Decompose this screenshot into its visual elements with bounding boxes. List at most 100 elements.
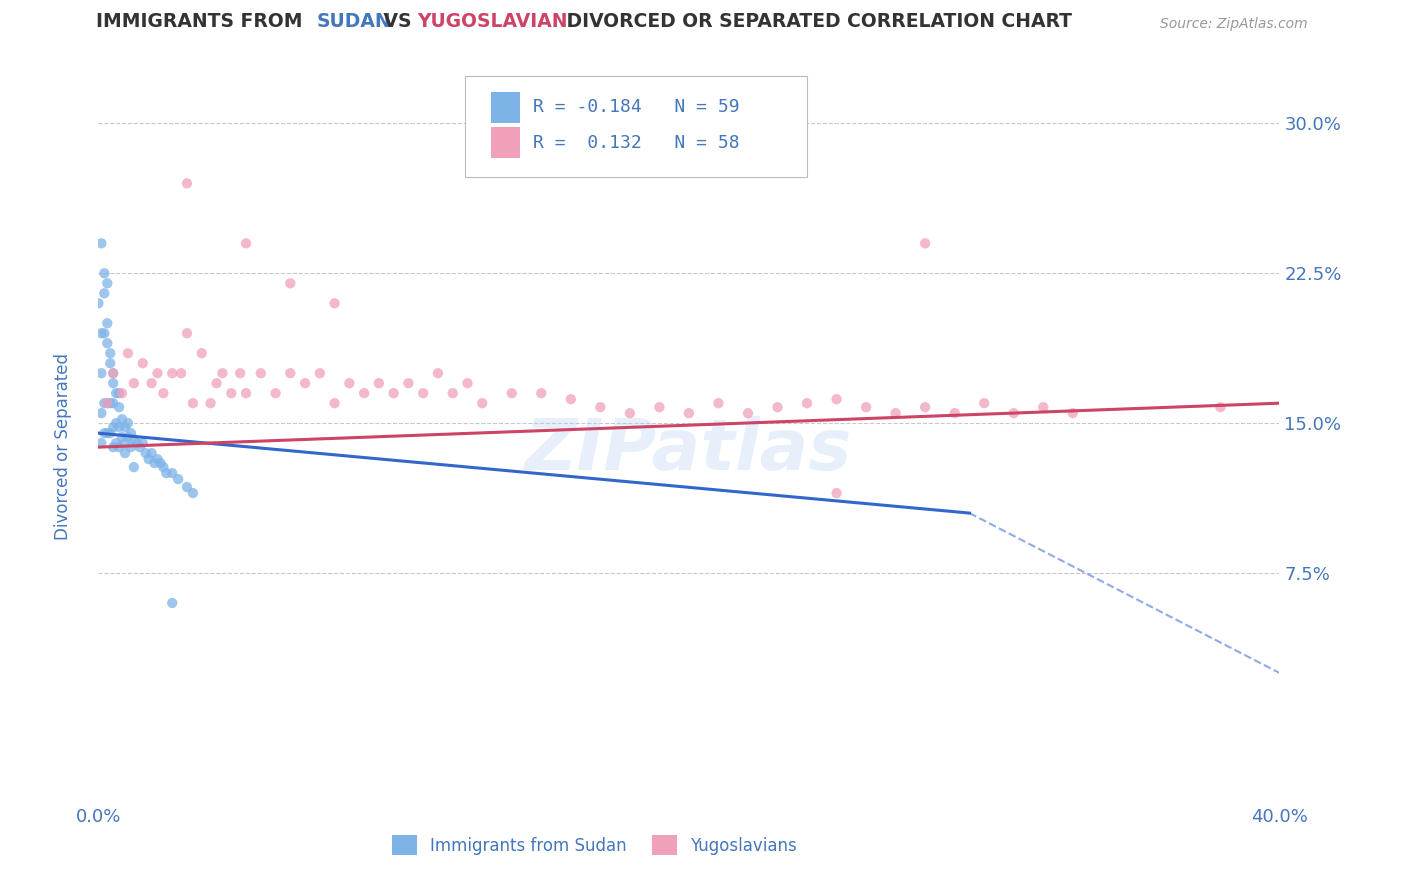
Point [339, 376, 361, 391]
Point [441, 386, 464, 401]
Point [105, 436, 128, 450]
Point [211, 366, 233, 380]
Point [678, 406, 700, 420]
Point [457, 376, 479, 391]
Point [155, 466, 177, 480]
Point [884, 406, 907, 420]
Point [93, 326, 115, 341]
Point [152, 460, 174, 475]
FancyBboxPatch shape [464, 76, 807, 178]
Point [560, 392, 582, 407]
Point [96, 277, 118, 291]
Point [162, 366, 183, 380]
Point [120, 440, 142, 454]
Point [412, 386, 434, 401]
Text: VS: VS [377, 12, 418, 31]
Point [111, 412, 134, 426]
Point [105, 416, 128, 430]
Point [103, 376, 125, 391]
Point [93, 266, 115, 280]
Point [1002, 406, 1025, 420]
Point [973, 396, 995, 410]
Text: DIVORCED OR SEPARATED CORRELATION CHART: DIVORCED OR SEPARATED CORRELATION CHART [560, 12, 1071, 31]
Point [108, 420, 131, 434]
Point [103, 420, 125, 434]
Point [122, 376, 145, 391]
Point [117, 430, 139, 444]
Point [191, 346, 214, 360]
Point [96, 336, 118, 351]
Point [117, 346, 139, 360]
Point [181, 396, 204, 410]
Point [108, 440, 131, 454]
Point [589, 400, 612, 414]
Text: IMMIGRANTS FROM: IMMIGRANTS FROM [96, 12, 308, 31]
Point [427, 366, 450, 380]
Point [90, 436, 112, 450]
Point [90, 236, 112, 251]
Point [619, 406, 641, 420]
Point [90, 366, 112, 380]
Point [132, 356, 155, 370]
Point [96, 316, 118, 330]
Point [105, 386, 128, 401]
Point [176, 177, 198, 191]
Point [530, 386, 553, 401]
Point [138, 452, 160, 467]
Point [111, 386, 134, 401]
FancyBboxPatch shape [491, 92, 520, 123]
Text: YUGOSLAVIAN: YUGOSLAVIAN [418, 12, 568, 31]
Point [122, 432, 145, 446]
Point [181, 486, 204, 500]
Point [309, 366, 332, 380]
Point [93, 396, 115, 410]
Point [235, 236, 257, 251]
Point [1209, 400, 1232, 414]
Point [135, 446, 157, 460]
Point [111, 430, 134, 444]
Point [98, 396, 121, 410]
Point [143, 456, 166, 470]
Text: Divorced or Separated: Divorced or Separated [55, 352, 72, 540]
Point [1062, 406, 1084, 420]
Point [96, 396, 118, 410]
Point [114, 420, 136, 434]
Point [87, 296, 110, 310]
Point [914, 400, 936, 414]
Text: ZIPatlas: ZIPatlas [526, 417, 852, 485]
Point [176, 480, 198, 494]
Point [114, 446, 136, 460]
Point [170, 366, 193, 380]
Point [103, 366, 125, 380]
Point [103, 396, 125, 410]
Point [264, 386, 287, 401]
Point [235, 386, 257, 401]
FancyBboxPatch shape [491, 127, 520, 159]
Point [125, 436, 148, 450]
Point [141, 376, 163, 391]
Point [205, 376, 228, 391]
Point [323, 296, 346, 310]
Point [200, 396, 222, 410]
Point [914, 236, 936, 251]
Point [471, 396, 494, 410]
Point [98, 426, 121, 441]
Point [382, 386, 405, 401]
Legend: Immigrants from Sudan, Yugoslavians: Immigrants from Sudan, Yugoslavians [385, 829, 804, 862]
Point [368, 376, 391, 391]
Point [221, 386, 243, 401]
Point [128, 440, 150, 454]
Point [114, 436, 136, 450]
Point [96, 396, 118, 410]
Point [93, 286, 115, 301]
Point [93, 426, 115, 441]
Point [108, 400, 131, 414]
Point [825, 486, 848, 500]
Point [943, 406, 966, 420]
Text: Source: ZipAtlas.com: Source: ZipAtlas.com [1160, 17, 1308, 31]
Point [294, 376, 316, 391]
Point [250, 366, 273, 380]
Point [117, 416, 139, 430]
Point [280, 366, 302, 380]
Point [353, 386, 375, 401]
